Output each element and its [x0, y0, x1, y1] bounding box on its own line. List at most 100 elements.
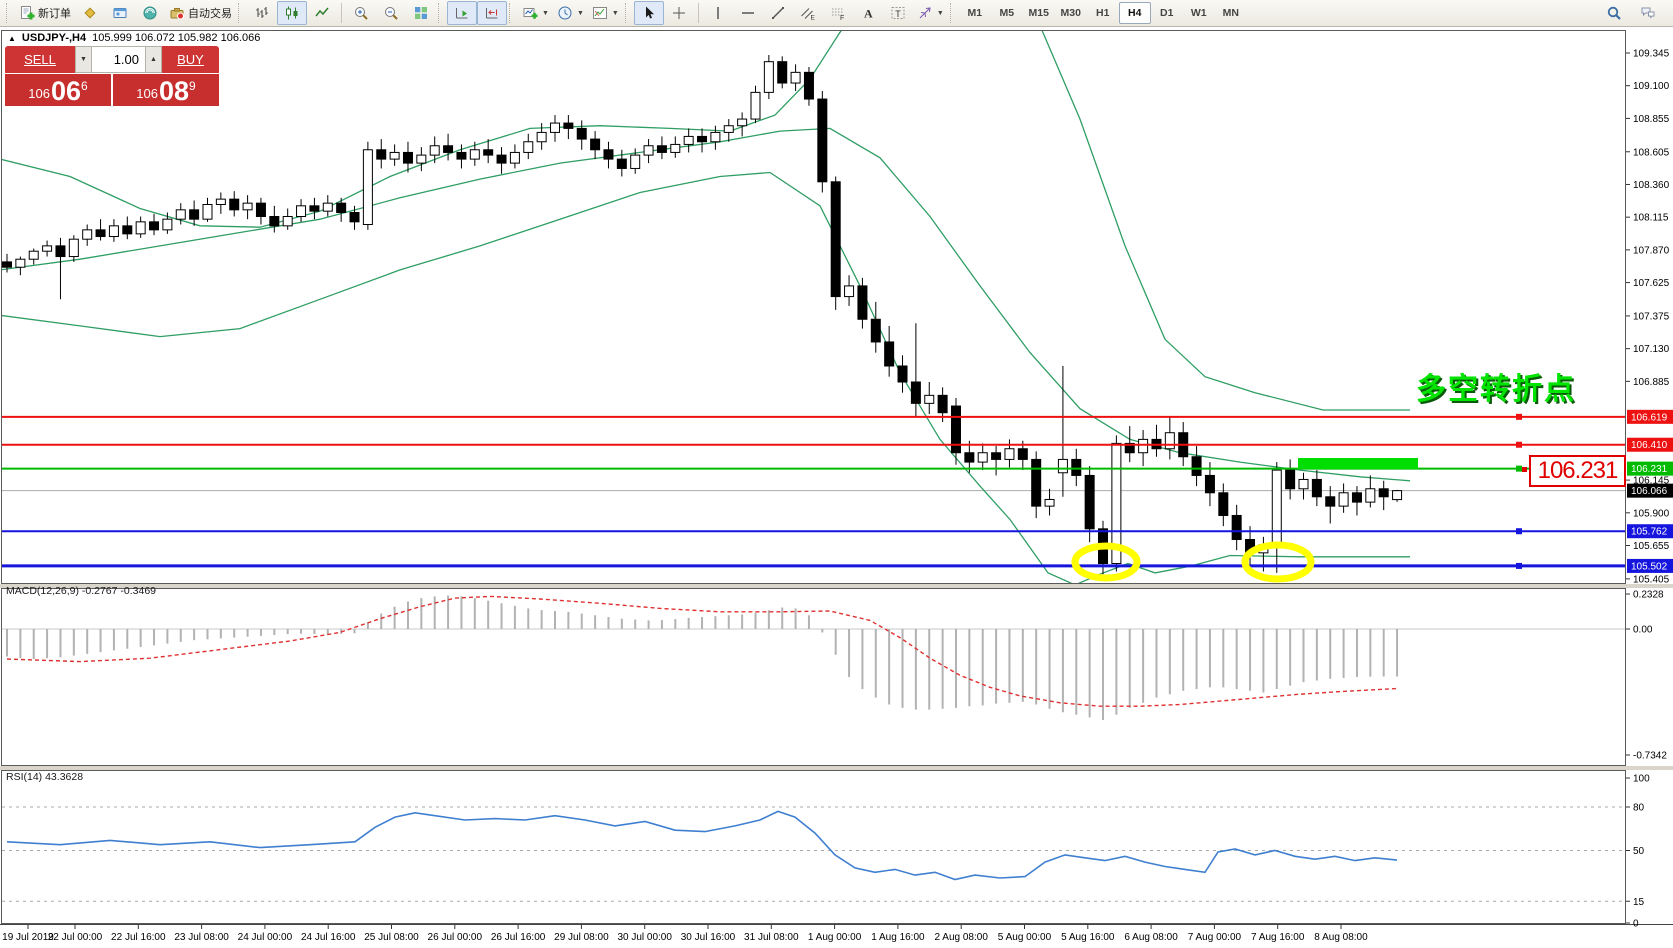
indicators-button[interactable]: ▼: [588, 1, 623, 25]
chevron-down-icon: ▼: [542, 9, 549, 17]
fibonacci-button[interactable]: F: [823, 1, 853, 25]
autotrading-button[interactable]: 自动交易: [165, 1, 236, 25]
crosshair-button[interactable]: [664, 1, 694, 25]
timeframe-button-h1[interactable]: H1: [1096, 7, 1110, 19]
toolbar-grip: [438, 3, 443, 23]
price-callout-box[interactable]: 106.231: [1529, 455, 1626, 487]
tile-windows-button[interactable]: [406, 1, 436, 25]
sell-button[interactable]: SELL: [5, 46, 75, 73]
new-order-button[interactable]: 新订单: [15, 1, 75, 25]
volume-input[interactable]: 1.00: [92, 46, 145, 73]
svg-text:30 Jul 16:00: 30 Jul 16:00: [681, 932, 736, 943]
zoom-out-button[interactable]: [376, 1, 406, 25]
price-chart-layer: [2, 31, 1625, 583]
timeframe-button-m1[interactable]: M1: [967, 7, 983, 19]
timeframe-button-w1[interactable]: W1: [1190, 7, 1207, 19]
line-chart-button[interactable]: [307, 1, 337, 25]
svg-text:25 Jul 08:00: 25 Jul 08:00: [364, 932, 419, 943]
chart-header: ▲ USDJPY-,H4 105.999 106.072 105.982 106…: [8, 32, 260, 44]
rsi-indicator-label: RSI(14) 43.3628: [6, 771, 84, 783]
chevron-down-icon: ▼: [611, 9, 619, 17]
timeframe-button-m15[interactable]: M15: [1028, 7, 1049, 19]
timeframe-button-d1[interactable]: D1: [1160, 7, 1174, 19]
candlestick-button[interactable]: [277, 1, 307, 25]
svg-text:106.145: 106.145: [1633, 476, 1670, 487]
svg-text:105.900: 105.900: [1633, 508, 1670, 519]
bid-price[interactable]: 106 06 6: [5, 74, 111, 106]
bar-chart-button[interactable]: [247, 1, 277, 25]
svg-text:8 Aug 08:00: 8 Aug 08:00: [1314, 932, 1368, 943]
zoom-in-button[interactable]: [346, 1, 376, 25]
volume-decrease-button[interactable]: ▼: [75, 46, 92, 73]
toolbar-left-groups: 新订单 自动交易 ▼ ▼ ▼ E F A T ▼ M1 M5 M15 M30 H1 H4 D1 W1 MN: [4, 1, 1247, 25]
svg-text:5 Aug 00:00: 5 Aug 00:00: [998, 932, 1052, 943]
vertical-line-button[interactable]: [703, 1, 733, 25]
svg-text:107.625: 107.625: [1633, 278, 1670, 289]
cursor-icon: [645, 6, 654, 19]
new-order-button-label: 新订单: [38, 8, 71, 20]
chat-button[interactable]: [1633, 1, 1663, 25]
toolbar-right-group: [1599, 1, 1669, 25]
svg-text:0: 0: [1633, 919, 1639, 930]
trendline-icon: [771, 7, 784, 19]
volume-increase-button[interactable]: ▲: [145, 46, 162, 73]
chart-shift-button[interactable]: [477, 1, 507, 25]
svg-text:109.345: 109.345: [1633, 49, 1670, 60]
chat-icon: [1641, 7, 1655, 19]
svg-text:107.375: 107.375: [1633, 311, 1670, 322]
timeframe-button-m5[interactable]: M5: [999, 7, 1015, 19]
new-order-icon: [21, 6, 35, 20]
autotrading-button-label: 自动交易: [188, 8, 232, 20]
timeframe-button-h4[interactable]: H4: [1118, 2, 1151, 24]
trendline-button[interactable]: [763, 1, 793, 25]
timeframe-button-m30[interactable]: M30: [1060, 7, 1081, 19]
metaeditor-button[interactable]: [75, 1, 105, 25]
bollinger-middle-band: [2, 127, 1411, 482]
ohlc-values: 105.999 106.072 105.982 106.066: [92, 32, 261, 44]
terminal-button[interactable]: [105, 1, 135, 25]
svg-text:0.00: 0.00: [1633, 625, 1653, 636]
ask-price[interactable]: 106 08 9: [113, 74, 219, 106]
svg-text:0.2328: 0.2328: [1633, 590, 1664, 601]
svg-text:106.066: 106.066: [1631, 486, 1668, 497]
svg-text:22 Jul 00:00: 22 Jul 00:00: [48, 932, 103, 943]
candles-layer: [2, 55, 1403, 575]
svg-text:26 Jul 00:00: 26 Jul 00:00: [428, 932, 483, 943]
svg-text:105.762: 105.762: [1631, 527, 1668, 538]
horizontal-line-button[interactable]: [733, 1, 763, 25]
profiles-button[interactable]: ▼: [553, 1, 588, 25]
text-button[interactable]: A: [853, 1, 883, 25]
crosshair-icon: [672, 7, 685, 19]
svg-text:7 Aug 16:00: 7 Aug 16:00: [1251, 932, 1305, 943]
zoom-out-icon: [385, 7, 398, 20]
hline-icon: [741, 12, 754, 14]
collapse-icon[interactable]: ▲: [8, 33, 16, 43]
community-button[interactable]: [135, 1, 165, 25]
terminal-icon: [113, 8, 127, 18]
auto-scroll-button[interactable]: [447, 1, 477, 25]
equidistant-channel-button[interactable]: E: [793, 1, 823, 25]
turning-point-annotation[interactable]: 多空转折点: [1416, 373, 1576, 406]
shapes-button[interactable]: ▼: [913, 1, 948, 25]
cursor-button[interactable]: [633, 1, 664, 25]
bar-chart-icon: [256, 7, 268, 18]
timeframe-button-mn[interactable]: MN: [1222, 7, 1239, 19]
svg-text:106.619: 106.619: [1631, 412, 1668, 423]
label-icon: T: [891, 7, 905, 19]
search-button[interactable]: [1599, 1, 1629, 25]
svg-text:2 Aug 08:00: 2 Aug 08:00: [935, 932, 989, 943]
toolbar-separator: [697, 3, 699, 23]
svg-text:107.130: 107.130: [1633, 344, 1670, 355]
price-axis: 109.345 109.100 108.855 108.605 108.360 108.1…: [1626, 49, 1673, 585]
bid-main: 06: [50, 76, 82, 106]
vline-icon: [717, 7, 719, 19]
buy-button[interactable]: BUY: [162, 46, 219, 73]
new-chart-icon: [523, 8, 538, 19]
label-button[interactable]: T: [883, 1, 913, 25]
svg-text:23 Jul 08:00: 23 Jul 08:00: [174, 932, 229, 943]
double-bottom-circle-1: [1071, 542, 1141, 582]
new-chart-button[interactable]: ▼: [518, 1, 553, 25]
tile-windows-icon: [415, 7, 427, 19]
